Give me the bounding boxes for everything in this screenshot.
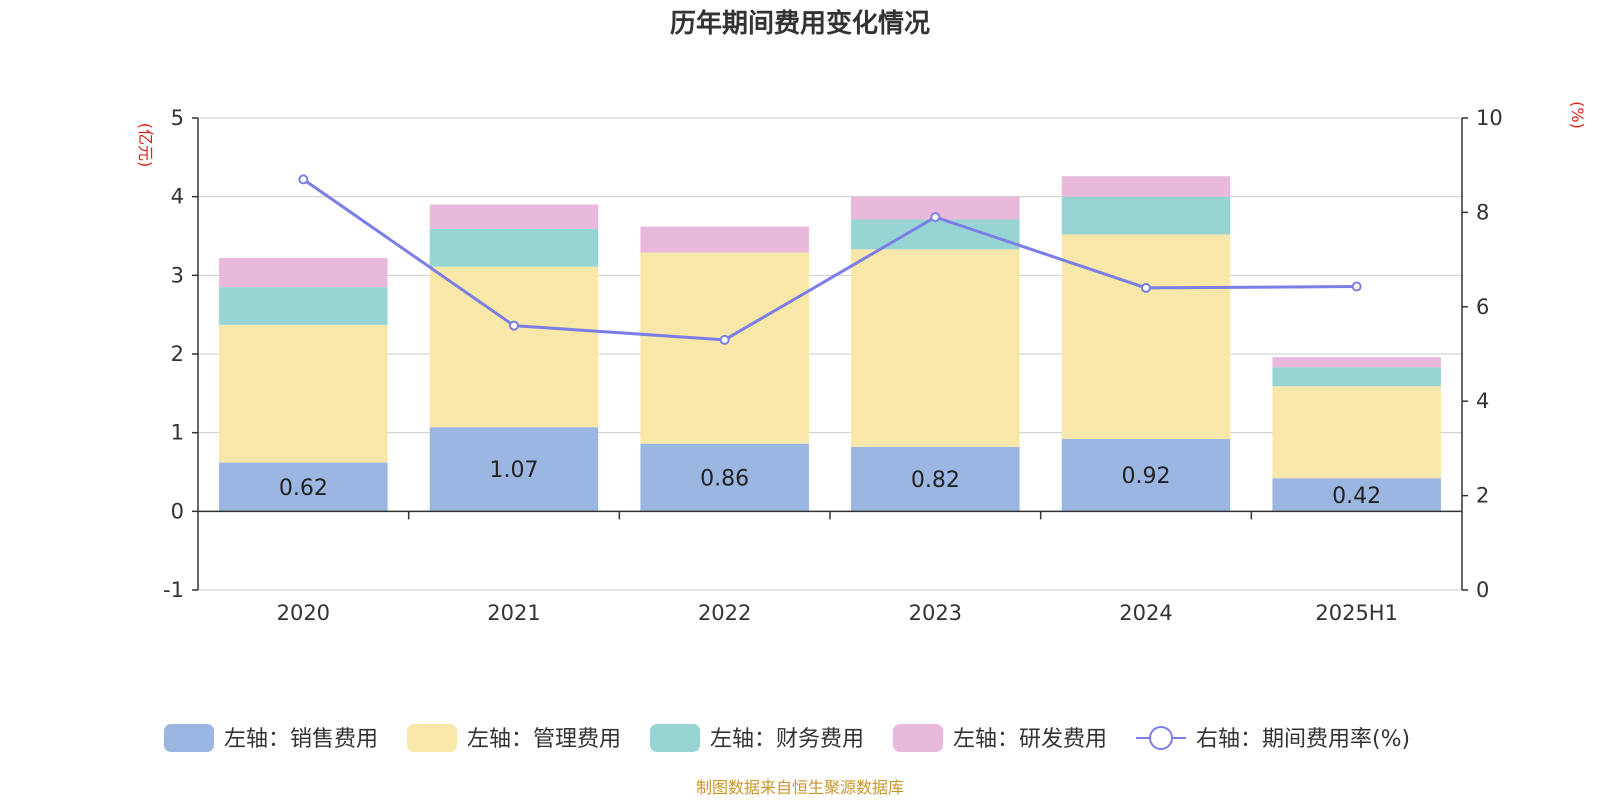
- bar-segment: [1061, 234, 1231, 439]
- bar-segment: [429, 427, 599, 512]
- right-axis-tick-label: 0: [1476, 578, 1489, 602]
- data-label: 0.42: [1332, 484, 1381, 509]
- legend-label: 右轴：期间费用率(%): [1196, 727, 1410, 752]
- bar-segment: [219, 258, 388, 288]
- rate-point: [930, 212, 941, 223]
- legend-swatch: [1149, 726, 1173, 750]
- category-label: 2024: [1119, 601, 1172, 625]
- legend-label: 左轴：研发费用: [953, 727, 1107, 752]
- right-axis-tick-label: 8: [1476, 200, 1489, 224]
- data-label: 0.92: [1122, 464, 1171, 489]
- bar-segment: [219, 462, 388, 512]
- bar-segment: [1061, 196, 1231, 235]
- rate-point: [1141, 282, 1151, 293]
- rate-point: [1351, 281, 1362, 292]
- legend-swatch: [407, 724, 457, 752]
- legend-swatch: [893, 724, 943, 752]
- right-axis-unit: (%): [1568, 101, 1587, 129]
- left-axis-tick-label: 1: [171, 421, 184, 445]
- left-axis-tick-label: 4: [171, 185, 184, 209]
- category-label: 2023: [909, 601, 962, 625]
- left-axis-tick-label: -1: [163, 578, 184, 602]
- bar-segment: [1061, 438, 1231, 512]
- category-label: 2022: [698, 601, 751, 625]
- legend-swatch: [650, 724, 700, 752]
- left-axis-tick-label: 0: [171, 499, 184, 523]
- left-axis-unit: (亿元): [136, 123, 155, 168]
- bar-segment: [640, 226, 809, 253]
- axes: -1 0 1 2 3 4 5 0 2 4 6 8 10 2020 2021 2022 2023 2024 2025H…: [163, 106, 1503, 625]
- legend-swatch: [164, 724, 214, 752]
- rate-point: [719, 334, 730, 345]
- right-axis-tick-label: 2: [1476, 484, 1489, 508]
- bar-segment: [219, 287, 388, 325]
- left-axis-tick-label: 3: [171, 263, 184, 287]
- right-axis-tick-label: 4: [1476, 389, 1489, 413]
- bar-segment: [851, 219, 1020, 250]
- data-label: 1.07: [490, 458, 539, 483]
- bar-segment: [429, 228, 599, 267]
- bar-segment: [851, 446, 1020, 512]
- legend-label: 左轴：管理费用: [467, 727, 621, 752]
- data-label: 0.86: [700, 467, 749, 492]
- source-note: 制图数据来自恒生聚源数据库: [696, 778, 904, 797]
- rate-point: [298, 174, 309, 185]
- rate-point: [509, 320, 519, 331]
- bar-segment: [640, 443, 809, 512]
- rate-line: [298, 174, 1362, 345]
- bar-segment: [851, 249, 1020, 447]
- category-label: 2020: [277, 601, 330, 625]
- right-axis-tick-label: 6: [1476, 295, 1489, 319]
- data-labels: 0.62 1.07 0.86 0.82 0.92 0.42: [279, 458, 1381, 509]
- legend-label: 左轴：销售费用: [224, 727, 378, 752]
- rate-line-path: [302, 178, 1357, 342]
- right-axis-tick-label: 10: [1476, 106, 1503, 130]
- bar-segment: [851, 196, 1020, 220]
- bar-segment: [429, 266, 599, 428]
- bar-segment: [1272, 478, 1441, 512]
- legend-label: 左轴：财务费用: [710, 727, 864, 752]
- bar-segment: [1272, 357, 1441, 368]
- bar-segment: [429, 204, 599, 229]
- left-axis-tick-label: 5: [171, 106, 184, 130]
- bars: [219, 176, 1441, 512]
- bar-segment: [1061, 176, 1231, 197]
- legend: 左轴：销售费用 左轴：管理费用 左轴：财务费用 左轴：研发费用 右轴：期间费用率(%): [164, 724, 1410, 752]
- bar-segment: [219, 324, 388, 463]
- data-label: 0.82: [911, 468, 960, 493]
- category-label: 2025H1: [1315, 601, 1398, 625]
- left-axis-tick-label: 2: [171, 342, 184, 366]
- data-label: 0.62: [279, 476, 328, 501]
- bar-segment: [1272, 386, 1441, 479]
- category-label: 2021: [487, 601, 540, 625]
- bar-segment: [640, 252, 809, 444]
- bar-segment: [1272, 367, 1441, 387]
- chart-title: 历年期间费用变化情况: [670, 8, 930, 39]
